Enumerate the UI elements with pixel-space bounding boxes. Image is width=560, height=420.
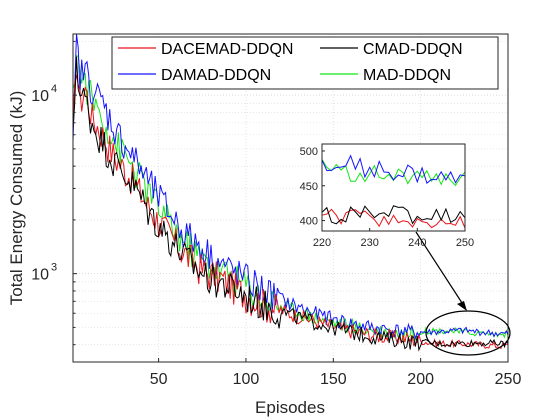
x-tick-label: 150 <box>320 371 347 388</box>
y-tick-label-exponent: 3 <box>51 262 57 274</box>
y-tick-label-base: 10 <box>31 88 49 105</box>
y-axis-title: Total Energy Consumed (kJ) <box>7 91 26 305</box>
legend-label-mad-ddqn: MAD-DDQN <box>363 67 451 84</box>
plot-frame <box>72 33 509 363</box>
inset-x-tick-label: 240 <box>408 237 426 249</box>
inset-series-line-damad-ddqn <box>321 154 466 184</box>
x-tick-label: 250 <box>495 371 522 388</box>
legend-label-dacemad-ddqn: DACEMAD-DDQN <box>161 41 293 58</box>
x-tick-label: 100 <box>233 371 260 388</box>
legend-label-damad-ddqn: DAMAD-DDQN <box>161 67 271 84</box>
inset-y-tick-labels: 400 450 500 <box>300 146 325 228</box>
series-line-dacemad-ddqn <box>72 74 509 350</box>
zoom-arrow-head <box>457 301 467 311</box>
inset-y-tick-label: 450 <box>300 181 318 193</box>
series-line-cmad-ddqn <box>72 56 509 352</box>
inset-y-tick-label: 500 <box>300 146 318 158</box>
x-tick-label: 200 <box>407 371 434 388</box>
series-line-mad-ddqn <box>72 54 509 341</box>
legend: DACEMAD-DDQN CMAD-DDQN DAMAD-DDQN MAD-DDQN <box>111 36 499 90</box>
x-tick-labels: 50 100 150 200 250 <box>150 358 522 388</box>
zoom-ellipse <box>425 310 511 356</box>
legend-label-cmad-ddqn: CMAD-DDQN <box>363 41 463 58</box>
inset-background <box>322 144 465 231</box>
inset-x-tick-labels: 220 230 240 250 <box>313 228 474 249</box>
inset-series-line-cmad-ddqn <box>321 205 466 225</box>
y-tick-label-exponent: 4 <box>51 83 57 95</box>
series-line-damad-ddqn <box>72 33 509 340</box>
zoom-arrow <box>415 231 465 307</box>
inset-chart: 220 230 240 250 400 450 500 <box>300 143 474 249</box>
x-tick-label: 50 <box>150 371 168 388</box>
inset-series-group <box>321 154 466 229</box>
inset-x-tick-label: 220 <box>313 237 331 249</box>
inset-frame <box>321 143 466 232</box>
x-axis-title: Episodes <box>255 398 325 417</box>
inset-x-tick-label: 230 <box>360 237 378 249</box>
y-tick-label-base: 10 <box>31 267 49 284</box>
inset-y-tick-label: 400 <box>300 216 318 228</box>
inset-x-tick-label: 250 <box>456 237 474 249</box>
main-series-group <box>72 33 509 352</box>
legend-box <box>111 36 499 90</box>
